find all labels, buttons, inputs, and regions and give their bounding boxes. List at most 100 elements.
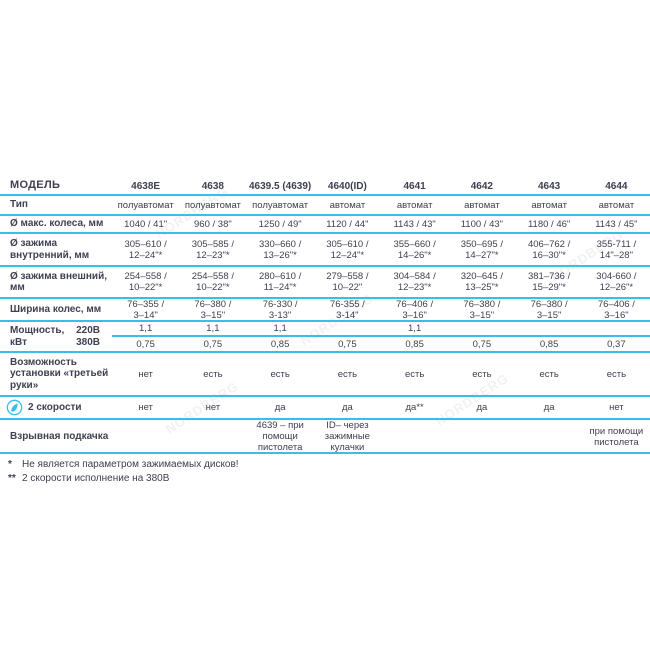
power-row-380: 0,75 0,75 0,85 0,75 0,85 0,75 0,85 0,37 (112, 337, 650, 351)
table-cell: 320–645 / 13–25"* (460, 271, 503, 293)
table-cell: 76–380 / 3–15" (530, 299, 568, 321)
row-clamp-inner-label: Ø зажима внутренний, мм (10, 238, 90, 261)
table-cell: 0,75 (338, 338, 357, 350)
model-name: 4643 (538, 180, 561, 192)
table-cell: 254–558 / 10–22"* (124, 271, 167, 293)
row-two-speeds: 2 скорости нет нет да да да** да да нет (0, 397, 650, 420)
table-cell: 304–584 / 12–23"* (393, 271, 436, 293)
table-cell: 960 / 38" (194, 218, 232, 230)
table-cell: 1,1 (273, 323, 287, 334)
table-cell: 1100 / 43" (460, 218, 504, 230)
table-cell: 1,1 (206, 323, 220, 334)
table-cell: 76–380 / 3–15" (194, 299, 232, 321)
table-cell: при помощи пистолета (589, 425, 644, 448)
table-cell: 355–660 / 14–26"* (393, 238, 436, 261)
table-header-row: МОДЕЛЬ 4638E 4638 4639.5 (4639) 4640(ID)… (0, 178, 650, 196)
row-type: Тип полуавтомат полуавтомат полуавтомат … (0, 196, 650, 216)
table-cell: 406–762 / 16–30"* (527, 238, 571, 261)
row-power: Мощность, 220В кВт 380В 1,1 1,1 1,1 1,1 (0, 322, 650, 353)
table-cell: 381–736 / 15–29"* (527, 271, 571, 293)
table-cell: нет (609, 402, 624, 413)
table-cell: полуавтомат (117, 199, 174, 211)
table-cell: есть (337, 368, 358, 380)
table-cell: да (476, 402, 488, 413)
row-two-speeds-label: 2 скорости (0, 399, 112, 416)
table-cell: полуавтомат (252, 199, 309, 211)
table-cell: 1180 / 46" (527, 218, 571, 230)
spec-table: МОДЕЛЬ 4638E 4638 4639.5 (4639) 4640(ID)… (0, 178, 650, 454)
row-width-label: Ширина колес, мм (10, 304, 102, 316)
row-bead-blast: Взрывная подкачка 4639 – при помощи пист… (0, 420, 650, 454)
table-cell: автомат (598, 199, 635, 211)
table-cell: 4639 – при помощи пистолета (256, 420, 304, 453)
two-speeds-icon (6, 399, 23, 416)
table-cell: есть (472, 368, 492, 380)
row-max-wheel: Ø макс. колеса, мм 1040 / 41" 960 / 38" … (0, 216, 650, 234)
model-name: 4638 (201, 180, 224, 192)
row-two-speeds-text: 2 скорости (28, 401, 82, 413)
power-voltage-380: 380В (76, 337, 100, 349)
table-cell: автомат (464, 199, 500, 211)
table-cell: 76–355 / 3–14" (127, 299, 165, 321)
table-cell: нет (205, 402, 221, 413)
table-cell: 1120 / 44" (326, 218, 369, 230)
table-cell: 1,1 (139, 323, 153, 334)
table-cell: 305–610 / 12–24"* (124, 238, 167, 261)
row-width: Ширина колес, мм 76–355 / 3–14" 76–380 /… (0, 299, 650, 322)
table-cell: 76–406 / 3–16" (396, 299, 434, 321)
table-cell: 0,75 (136, 338, 155, 350)
footnotes: * Не является параметром зажимаемых диск… (8, 458, 239, 486)
table-cell: 0,75 (203, 338, 223, 350)
table-cell: 1143 / 43" (393, 218, 436, 230)
table-cell: 305–610 / 12–24"* (326, 238, 369, 261)
table-cell: полуавтомат (184, 199, 241, 211)
table-cell: 304-660 / 12–26"* (596, 271, 637, 293)
footnote: * Не является параметром зажимаемых диск… (8, 458, 239, 472)
table-cell: 355-711 / 14"–28" (596, 238, 637, 261)
table-cell: есть (404, 368, 425, 380)
footnote: ** 2 скорости исполнение на 380В (8, 472, 239, 486)
power-voltage-220: 220В (76, 324, 100, 336)
row-third-hand: Возможность установки «третьей руки» нет… (0, 353, 650, 397)
table-cell: есть (270, 368, 290, 380)
table-cell: 0,85 (270, 338, 290, 350)
table-cell: есть (606, 368, 627, 380)
table-cell: 76–406 / 3–16" (597, 299, 635, 321)
model-name: 4641 (403, 180, 426, 192)
table-cell: 254–558 / 10–22"* (191, 271, 234, 293)
table-cell: ID– через зажимные кулачки (324, 420, 370, 453)
table-cell: 1,1 (408, 323, 422, 334)
table-cell: автомат (329, 199, 366, 211)
table-cell: нет (138, 368, 153, 380)
row-clamp-outer-label: Ø зажима внешний, мм (10, 270, 107, 294)
footnote-text: 2 скорости исполнение на 380В (22, 473, 170, 484)
table-cell: есть (203, 368, 223, 380)
model-name: 4642 (470, 180, 493, 192)
table-cell: 330–660 / 13–26"* (258, 238, 302, 261)
model-name: 4638E (131, 180, 161, 192)
power-label-text: Мощность, (10, 324, 65, 336)
table-cell: 76-355 / 3-14" (329, 299, 365, 321)
table-cell: 1143 / 45" (595, 218, 638, 230)
table-cell: да (274, 402, 286, 413)
table-cell: 0,85 (539, 338, 559, 350)
model-name: 4640(ID) (327, 180, 367, 192)
table-cell: автомат (531, 199, 567, 211)
table-cell: автомат (396, 199, 433, 211)
table-cell: 76–380 / 3–15" (463, 299, 501, 321)
table-cell: нет (138, 402, 153, 413)
table-cell: 76-330 / 3-13" (262, 299, 298, 321)
table-cell: 0,75 (472, 338, 492, 350)
row-type-label: Тип (10, 199, 28, 211)
table-cell: 350–695 / 14–27"* (460, 238, 503, 261)
table-cell: 1250 / 49" (258, 218, 302, 230)
table-cell: 0,37 (607, 338, 626, 350)
model-name: 4639.5 (4639) (248, 180, 312, 192)
power-unit-text: кВт (10, 337, 27, 349)
table-cell: 305–585 / 12–23"* (191, 238, 234, 261)
table-cell: да** (405, 402, 424, 413)
table-cell: есть (539, 368, 559, 380)
row-third-hand-label: Возможность установки «третьей руки» (10, 356, 109, 391)
table-cell: 280–610 / 11–24"* (258, 271, 302, 293)
